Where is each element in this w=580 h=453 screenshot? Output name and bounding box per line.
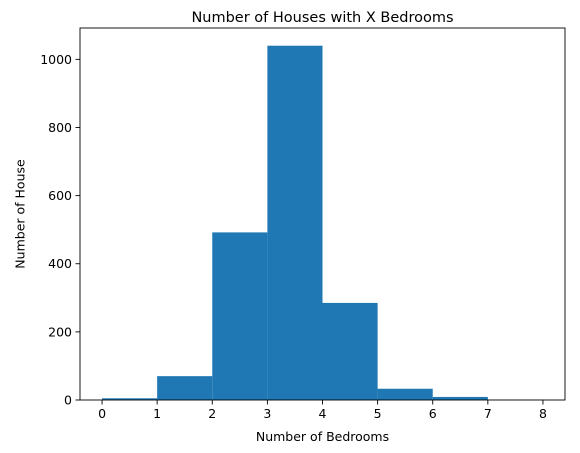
x-tick-label: 8 — [539, 406, 547, 421]
x-tick-label: 0 — [98, 406, 106, 421]
y-tick-label: 0 — [64, 393, 72, 408]
x-tick-label: 1 — [153, 406, 161, 421]
histogram-bar-5-6 — [377, 388, 433, 400]
y-tick-label: 200 — [48, 324, 72, 339]
x-tick-label: 6 — [429, 406, 437, 421]
x-tick-label: 5 — [374, 406, 382, 421]
y-tick-label: 1000 — [40, 52, 72, 67]
chart-title: Number of Houses with X Bedrooms — [191, 10, 453, 26]
histogram-bar-0-1 — [102, 398, 158, 400]
y-tick-label: 600 — [48, 188, 72, 203]
histogram-bar-4-5 — [322, 302, 378, 400]
y-tick-label: 400 — [48, 256, 72, 271]
x-axis-label: Number of Bedrooms — [256, 429, 389, 444]
x-tick-label: 3 — [263, 406, 271, 421]
histogram-bar-3-4 — [267, 45, 323, 400]
bars-group — [102, 45, 543, 400]
y-axis-label: Number of House — [12, 159, 27, 269]
histogram-bar-2-3 — [212, 232, 268, 400]
histogram-bar-6-7 — [432, 396, 488, 400]
x-tick-label: 7 — [484, 406, 492, 421]
histogram-bar-1-2 — [157, 376, 213, 400]
y-tick-label: 800 — [48, 120, 72, 135]
x-axis-ticks: 0 1 2 3 4 5 6 7 8 — [98, 400, 547, 421]
x-tick-label: 2 — [208, 406, 216, 421]
x-tick-label: 4 — [319, 406, 327, 421]
y-axis-ticks: 0 200 400 600 800 1000 — [40, 52, 80, 408]
